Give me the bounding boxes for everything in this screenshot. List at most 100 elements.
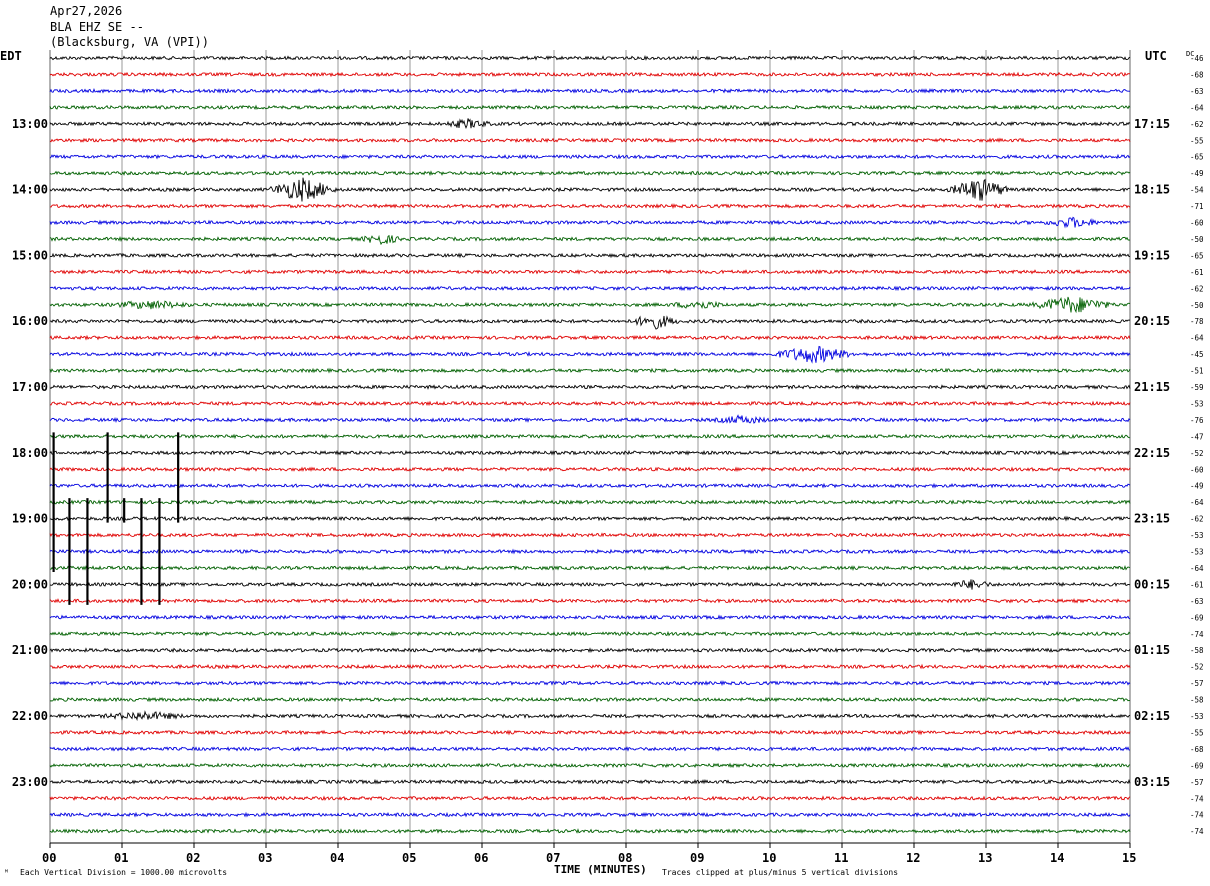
trace-line-30 [49, 548, 1131, 555]
dc-offset-21: -53 [1190, 399, 1204, 408]
x-axis-label: TIME (MINUTES) [554, 863, 647, 876]
x-tick-label-03: 03 [258, 851, 272, 865]
clipped-spikes [52, 432, 180, 605]
dc-offset-41: -55 [1190, 728, 1204, 737]
trace-line-6 [49, 153, 1131, 160]
trace-line-5 [49, 137, 1131, 144]
trace-line-15 [49, 296, 1131, 314]
trace-line-20 [49, 384, 1131, 390]
edt-label-20: 17:00 [12, 380, 48, 394]
dc-offset-37: -52 [1190, 663, 1204, 672]
dc-offset-9: -71 [1190, 202, 1204, 211]
trace-line-24 [49, 449, 1131, 456]
edt-label-44: 23:00 [12, 775, 48, 789]
dc-offset-42: -68 [1190, 745, 1204, 754]
utc-label-8: 18:15 [1134, 183, 1170, 197]
dc-offset-labels: -46 -68 -63 -64 -62 -55 -65 -49 -54 -71 -60 -50 -65 -… [1190, 54, 1204, 836]
right-timezone-label: UTC [1145, 49, 1167, 63]
trace-line-13 [49, 269, 1131, 275]
dc-offset-36: -58 [1190, 646, 1204, 655]
trace-line-31 [49, 565, 1131, 571]
dc-offset-43: -69 [1190, 761, 1204, 770]
dc-offset-26: -49 [1190, 482, 1204, 491]
dc-offset-31: -64 [1190, 564, 1204, 573]
trace-line-40 [49, 710, 1131, 722]
utc-label-16: 20:15 [1134, 314, 1170, 328]
corner-mark: ᴹ [4, 868, 9, 877]
utc-label-40: 02:15 [1134, 709, 1170, 723]
trace-line-39 [49, 696, 1131, 703]
header-date: Apr27,2026 [50, 4, 123, 18]
scale-note: Each Vertical Division = 1000.00 microvo… [20, 868, 228, 877]
dc-offset-18: -45 [1190, 350, 1204, 359]
minute-grid [49, 50, 1131, 844]
trace-line-2 [49, 88, 1131, 94]
dc-offset-20: -59 [1190, 383, 1204, 392]
dc-offset-39: -58 [1190, 696, 1204, 705]
dc-offset-30: -53 [1190, 548, 1204, 557]
dc-header-label: DC [1186, 50, 1195, 58]
x-tick-label-00: 00 [42, 851, 56, 865]
dc-offset-29: -53 [1190, 531, 1204, 540]
dc-offset-47: -74 [1190, 827, 1204, 836]
utc-label-20: 21:15 [1134, 380, 1170, 394]
trace-line-41 [49, 729, 1131, 736]
dc-offset-28: -62 [1190, 515, 1204, 524]
x-tick-label-12: 12 [906, 851, 920, 865]
x-tick-label-06: 06 [474, 851, 488, 865]
left-timezone-label: EDT [0, 49, 22, 63]
trace-line-36 [49, 647, 1131, 654]
dc-offset-38: -57 [1190, 679, 1204, 688]
dc-offset-35: -74 [1190, 630, 1204, 639]
dc-offset-4: -62 [1190, 120, 1204, 129]
trace-line-11 [49, 234, 1131, 246]
edt-label-16: 16:00 [12, 314, 48, 328]
dc-offset-44: -57 [1190, 778, 1204, 787]
trace-line-26 [49, 482, 1131, 489]
x-tick-label-04: 04 [330, 851, 344, 865]
trace-line-28 [49, 515, 1131, 522]
trace-line-29 [49, 532, 1131, 538]
dc-offset-1: -68 [1190, 70, 1204, 79]
x-tick-label-07: 07 [546, 851, 560, 865]
dc-offset-12: -65 [1190, 251, 1204, 260]
utc-label-12: 19:15 [1134, 248, 1170, 262]
trace-line-10 [49, 216, 1131, 229]
trace-line-33 [49, 598, 1131, 604]
trace-line-8 [49, 177, 1131, 202]
trace-line-35 [49, 630, 1131, 637]
x-tick-label-09: 09 [690, 851, 704, 865]
edt-label-36: 21:00 [12, 643, 48, 657]
dc-offset-7: -49 [1190, 169, 1204, 178]
dc-offset-14: -62 [1190, 284, 1204, 293]
trace-line-3 [49, 104, 1131, 111]
dc-offset-6: -65 [1190, 153, 1204, 162]
dc-offset-17: -64 [1190, 334, 1204, 343]
dc-offset-25: -60 [1190, 465, 1204, 474]
trace-line-44 [49, 778, 1131, 785]
trace-line-42 [49, 746, 1131, 752]
dc-offset-2: -63 [1190, 87, 1204, 96]
dc-offset-5: -55 [1190, 136, 1204, 145]
dc-offset-19: -51 [1190, 367, 1204, 376]
dc-offset-8: -54 [1190, 186, 1204, 195]
x-tick-label-02: 02 [186, 851, 200, 865]
dc-offset-10: -60 [1190, 219, 1204, 228]
trace-line-17 [49, 334, 1131, 341]
trace-line-9 [49, 203, 1131, 210]
trace-line-0 [49, 55, 1131, 61]
trace-line-14 [49, 285, 1131, 292]
x-tick-label-14: 14 [1050, 851, 1064, 865]
header-station: BLA EHZ SE -- [50, 20, 144, 34]
dc-offset-32: -61 [1190, 580, 1204, 589]
dc-offset-11: -50 [1190, 235, 1204, 244]
seismic-traces [49, 55, 1131, 835]
dc-offset-16: -78 [1190, 317, 1204, 326]
trace-line-25 [49, 466, 1131, 473]
x-tick-label-08: 08 [618, 851, 632, 865]
edt-label-24: 18:00 [12, 446, 48, 460]
trace-line-21 [49, 400, 1131, 407]
edt-label-28: 19:00 [12, 512, 48, 526]
trace-line-19 [49, 367, 1131, 374]
